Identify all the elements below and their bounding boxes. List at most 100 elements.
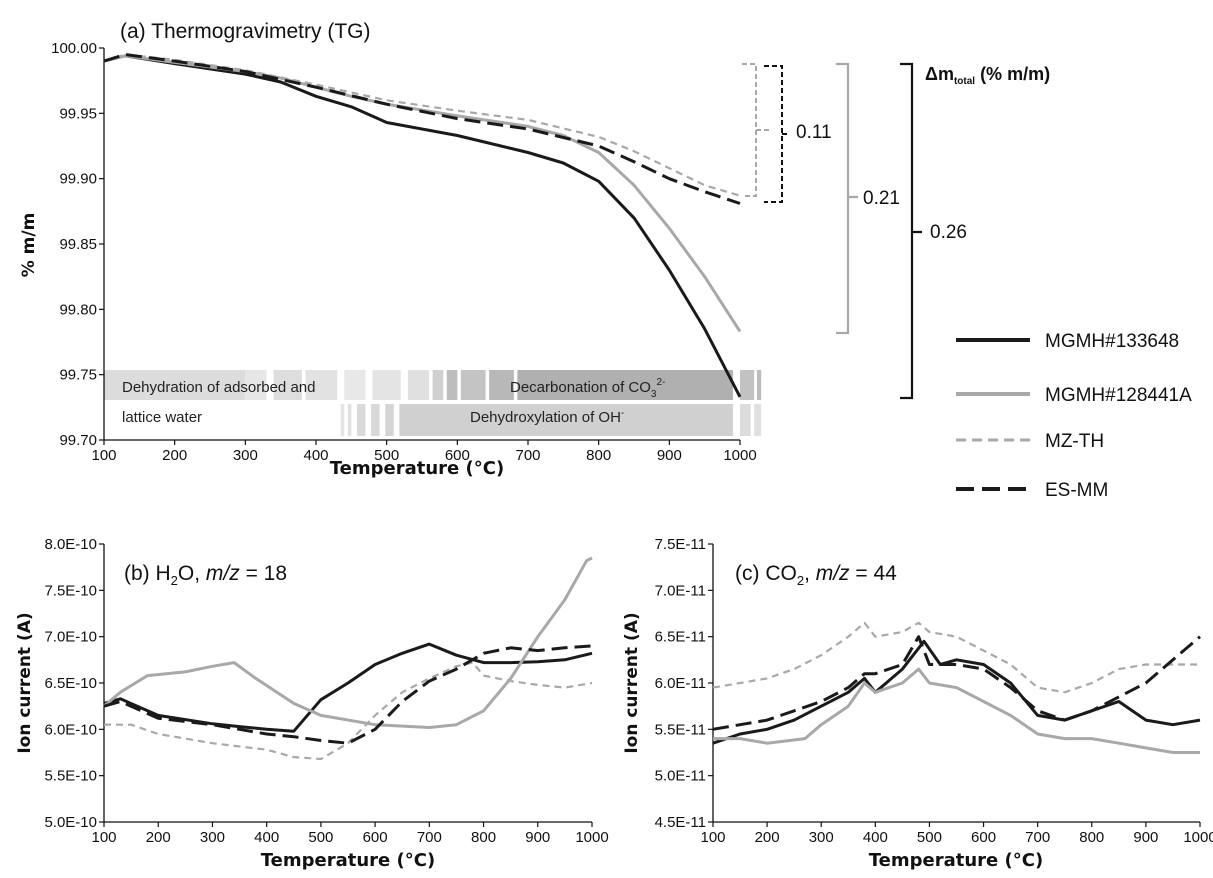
decorative-band-segment [344, 370, 366, 400]
co2-x-tick-label: 1000 [1183, 829, 1213, 846]
h2o-series-line-3 [103, 644, 593, 745]
h2o-series-line-2 [104, 661, 593, 761]
tg-x-ticks: 100 200 300 400 500 600 700 800 900 1000 [91, 440, 757, 464]
co2-x-tick-label: 100 [700, 829, 725, 846]
tg-y-tick-label: 99.90 [59, 171, 97, 188]
tg-y-tick-label: 99.85 [59, 236, 97, 253]
h2o-x-tick-label: 100 [91, 829, 116, 846]
co2-panel: 100 200 300 400 500 600 700 800 900 1000 7.5E-117… [622, 536, 1213, 871]
co2-y-axis-title: Ion current (A) [622, 612, 642, 753]
co2-series [712, 621, 1201, 754]
co2-x-tick-label: 700 [1025, 829, 1050, 846]
h2o-x-tick-label: 900 [525, 829, 550, 846]
decorative-band-segment [754, 404, 762, 436]
tg-x-tick-label: 700 [515, 447, 540, 464]
h2o-panel-title: (b) H2O, m/z = 18 [124, 562, 287, 588]
decorative-band-segment [399, 404, 733, 436]
tg-series [103, 53, 742, 398]
decorative-band-segment [356, 404, 366, 436]
co2-x-tick-label: 800 [1079, 829, 1104, 846]
tg-series-line-1 [103, 54, 742, 333]
h2o-x-tick-label: 500 [308, 829, 333, 846]
tg-y-tick-label: 99.70 [59, 432, 97, 449]
tg-x-tick-label: 500 [374, 447, 399, 464]
co2-y-tick-label: 6.0E-11 [655, 675, 706, 692]
co2-y-tick-label: 5.5E-11 [655, 721, 706, 738]
tg-y-tick-label: 99.95 [59, 105, 97, 122]
mass-loss-0.26: 0.26 [930, 222, 967, 243]
h2o-x-axis-title: Temperature (°C) [261, 850, 435, 871]
tg-y-tick-label: 100.00 [51, 40, 97, 57]
co2-x-tick-label: 900 [1133, 829, 1158, 846]
tg-series-line-2 [103, 53, 741, 197]
mass-loss-0.11: 0.11 [796, 122, 832, 143]
tg-x-tick-label: 400 [303, 447, 328, 464]
decorative-band-segment [104, 370, 246, 400]
tg-x-tick-label: 100 [91, 447, 116, 464]
tg-panel-title: (a) Thermogravimetry (TG) [120, 20, 370, 43]
tg-y-tick-label: 99.75 [59, 367, 97, 384]
legend-label-1: MGMH#128441A [1045, 385, 1192, 406]
bracket-0.26 [900, 62, 922, 400]
tg-y-tick-label: 99.80 [59, 301, 97, 318]
h2o-y-tick-label: 5.5E-10 [44, 768, 97, 785]
h2o-panel: 100 200 300 400 500 600 700 800 900 1000 8.0E-10 7… [15, 536, 609, 871]
co2-series-line-2 [712, 621, 1200, 694]
tg-y-axis-title: % m/m [19, 213, 39, 278]
tg-y-ticks: 100.00 99.95 99.90 99.85 99.80 99.75 99.70 [51, 40, 104, 449]
bracket-0.11-grey [742, 63, 770, 197]
co2-y-tick-label: 6.5E-11 [655, 629, 706, 646]
legend-label-2: MZ-TH [1045, 431, 1104, 452]
co2-x-tick-label: 500 [917, 829, 942, 846]
legend-label-3: ES-MM [1045, 480, 1108, 501]
h2o-y-tick-label: 8.0E-10 [44, 536, 97, 553]
co2-panel-title: (c) CO2, m/z = 44 [735, 562, 897, 588]
decorative-band-segment [407, 370, 430, 400]
decorative-band-segment [432, 370, 444, 400]
h2o-y-tick-label: 6.0E-10 [44, 721, 97, 738]
band-label-decarbonation: Decarbonation of CO32- [510, 377, 665, 400]
decorative-band-segment [756, 370, 762, 400]
h2o-x-tick-label: 400 [254, 829, 279, 846]
decorative-band-segment [104, 404, 246, 436]
legend-label-0: MGMH#133648 [1045, 331, 1179, 352]
co2-y-tick-label: 4.5E-11 [655, 814, 706, 831]
h2o-y-tick-label: 7.5E-10 [44, 582, 97, 599]
co2-x-tick-label: 600 [971, 829, 996, 846]
h2o-x-tick-label: 1000 [575, 829, 608, 846]
co2-series-line-3 [712, 635, 1201, 731]
h2o-x-tick-label: 700 [417, 829, 442, 846]
decorative-band-segment [245, 370, 267, 400]
decorative-band-segment [489, 370, 514, 400]
co2-y-tick-label: 5.0E-11 [655, 768, 706, 785]
decorative-band-segment [273, 370, 302, 400]
h2o-x-tick-label: 300 [200, 829, 225, 846]
h2o-x-tick-label: 600 [363, 829, 388, 846]
co2-series-line-1 [713, 667, 1200, 754]
h2o-y-tick-label: 7.0E-10 [44, 629, 97, 646]
band-label-dehydroxylation: Dehydroxylation of OH- [470, 408, 624, 426]
band-label-dehydration-2: lattice water [122, 409, 202, 426]
h2o-series-line-0 [103, 642, 593, 733]
bracket-0.11 [764, 65, 790, 203]
tg-x-axis-title: Temperature (°C) [330, 458, 504, 479]
co2-x-axis-title: Temperature (°C) [869, 850, 1043, 871]
bracket-0.21 [836, 62, 858, 335]
h2o-y-tick-label: 5.0E-10 [44, 814, 97, 831]
mass-loss-0.21: 0.21 [863, 188, 900, 209]
tg-x-tick-label: 1000 [723, 447, 756, 464]
co2-y-ticks: 7.5E-11 7.0E-11 6.5E-11 6.0E-11 5.5E-11 5.0E-… [655, 536, 713, 831]
tg-series-line-3 [103, 53, 741, 205]
process-bands [104, 370, 762, 436]
tg-series-line-0 [103, 54, 742, 398]
h2o-y-tick-label: 6.5E-10 [44, 675, 97, 692]
h2o-series [103, 556, 593, 761]
tg-x-tick-label: 200 [162, 447, 187, 464]
decorative-band-segment [740, 370, 755, 400]
decorative-band-segment [347, 404, 352, 436]
decorative-band-segment [460, 370, 486, 400]
tg-x-tick-label: 800 [586, 447, 611, 464]
decorative-band-segment [385, 404, 394, 436]
h2o-y-ticks: 8.0E-10 7.5E-10 7.0E-10 6.5E-10 6.0E-10 5.5E-… [44, 536, 104, 831]
